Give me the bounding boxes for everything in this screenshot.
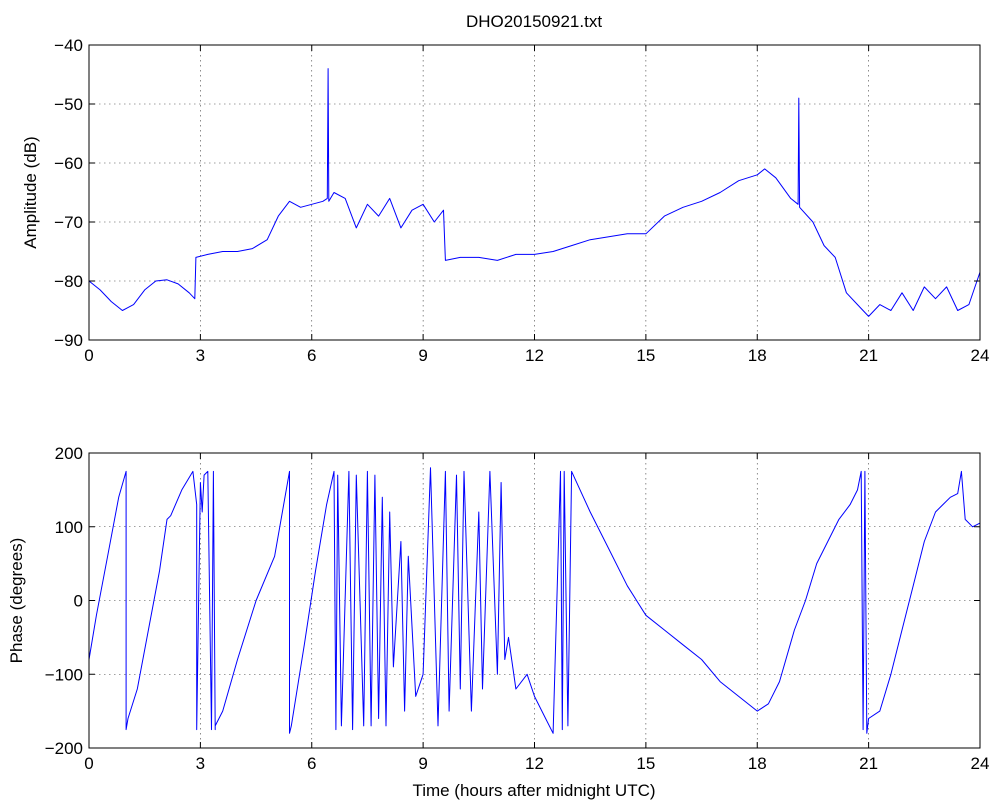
phase-xtick-label: 9: [418, 754, 427, 773]
phase-ytick-label: 100: [55, 518, 83, 537]
amplitude-ylabel: Amplitude (dB): [21, 136, 40, 248]
amplitude-ytick-label: −60: [54, 154, 83, 173]
amplitude-xtick-label: 18: [748, 346, 767, 365]
phase-plot: 0 3 6 9 12 15 18 21 24 −200 −100 0 100 200 Phase (deg…: [7, 444, 989, 800]
amplitude-xtick-label: 3: [196, 346, 205, 365]
phase-ytick-label: −100: [45, 665, 83, 684]
phase-ytick-label: 200: [55, 444, 83, 463]
phase-xtick-label: 12: [525, 754, 544, 773]
phase-xtick-label: 15: [636, 754, 655, 773]
phase-ylabel: Phase (degrees): [7, 538, 26, 664]
amplitude-xtick-label: 9: [418, 346, 427, 365]
phase-xtick-label: 0: [84, 754, 93, 773]
amplitude-series-line: [88, 68, 981, 317]
phase-xtick-label: 3: [196, 754, 205, 773]
figure-title: DHO20150921.txt: [466, 12, 602, 31]
phase-xtick-label: 24: [971, 754, 990, 773]
phase-xtick-label: 21: [859, 754, 878, 773]
amplitude-grid: [89, 45, 980, 340]
phase-series-line: [88, 467, 981, 734]
phase-xlabel: Time (hours after midnight UTC): [412, 781, 655, 800]
phase-xtick-label: 18: [748, 754, 767, 773]
amplitude-ytick-label: −80: [54, 272, 83, 291]
amplitude-xtick-label: 6: [307, 346, 316, 365]
phase-xtick-label: 6: [307, 754, 316, 773]
amplitude-ticks: 0 3 6 9 12 15 18 21 24 −90 −80 −70 −60 −50 −40: [54, 36, 989, 365]
amplitude-xtick-label: 15: [636, 346, 655, 365]
phase-grid: [89, 453, 980, 748]
phase-ticks: 0 3 6 9 12 15 18 21 24 −200 −100 0 100 200: [45, 444, 990, 773]
amplitude-ytick-label: −50: [54, 95, 83, 114]
amplitude-plot: 0 3 6 9 12 15 18 21 24 −90 −80 −70 −60 −50 −40 Amplitu…: [21, 36, 989, 365]
amplitude-xtick-label: 0: [84, 346, 93, 365]
amplitude-xtick-label: 21: [859, 346, 878, 365]
amplitude-xtick-label: 12: [525, 346, 544, 365]
phase-ytick-label: 0: [74, 592, 83, 611]
phase-ytick-label: −200: [45, 739, 83, 758]
amplitude-ytick-label: −90: [54, 331, 83, 350]
amplitude-ytick-label: −70: [54, 213, 83, 232]
amplitude-xtick-label: 24: [971, 346, 990, 365]
amplitude-ytick-label: −40: [54, 36, 83, 55]
